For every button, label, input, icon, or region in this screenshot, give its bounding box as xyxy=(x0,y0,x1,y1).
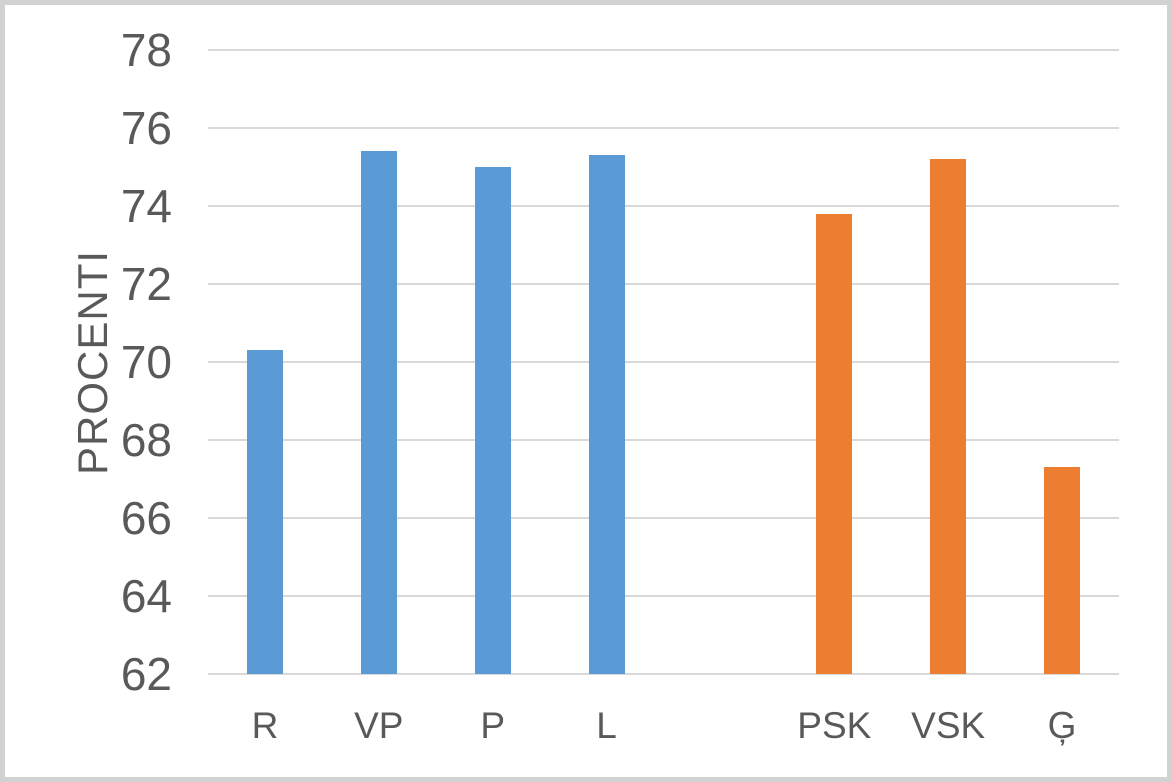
y-tick-label-62: 62 xyxy=(120,648,172,700)
gridline-72 xyxy=(208,283,1119,285)
gridline-76 xyxy=(208,127,1119,129)
y-tick-label-78: 78 xyxy=(120,24,172,76)
bar-P xyxy=(474,167,511,674)
gridline-70 xyxy=(208,361,1119,363)
y-tick-label-72: 72 xyxy=(120,258,172,310)
x-axis-label-P: P xyxy=(480,705,506,746)
x-axis-label-VP: VP xyxy=(354,705,404,746)
x-axis-label-R: R xyxy=(251,705,279,746)
y-tick-label-76: 76 xyxy=(120,102,172,154)
y-tick-label-70: 70 xyxy=(120,336,172,388)
bar-R xyxy=(246,350,283,674)
gridline-64 xyxy=(208,595,1119,597)
gridline-62 xyxy=(208,673,1119,675)
gridline-68 xyxy=(208,439,1119,441)
y-axis-title: PROCENTI xyxy=(69,249,116,475)
plot-area: 78 76 74 72 70 68 66 64 62 R VP P L PSK VSK Ģ xyxy=(121,26,1119,746)
gridline-74 xyxy=(208,205,1119,207)
y-tick-label-68: 68 xyxy=(120,414,172,466)
bar-VSK xyxy=(930,159,967,674)
bar-PSK xyxy=(816,213,853,674)
x-axis-label-VSK: VSK xyxy=(911,705,986,746)
x-axis-label-PSK: PSK xyxy=(797,705,872,746)
gridline-66 xyxy=(208,517,1119,519)
x-axis-label-L: L xyxy=(596,705,617,746)
y-tick-label-64: 64 xyxy=(120,570,172,622)
bar-L xyxy=(588,155,625,674)
x-axis-label-Ģ: Ģ xyxy=(1047,705,1077,746)
y-tick-label-74: 74 xyxy=(120,180,172,232)
gridline-78 xyxy=(208,49,1119,51)
bar-VP xyxy=(360,151,397,674)
bar-Ģ xyxy=(1044,467,1081,674)
y-tick-label-66: 66 xyxy=(120,492,172,544)
